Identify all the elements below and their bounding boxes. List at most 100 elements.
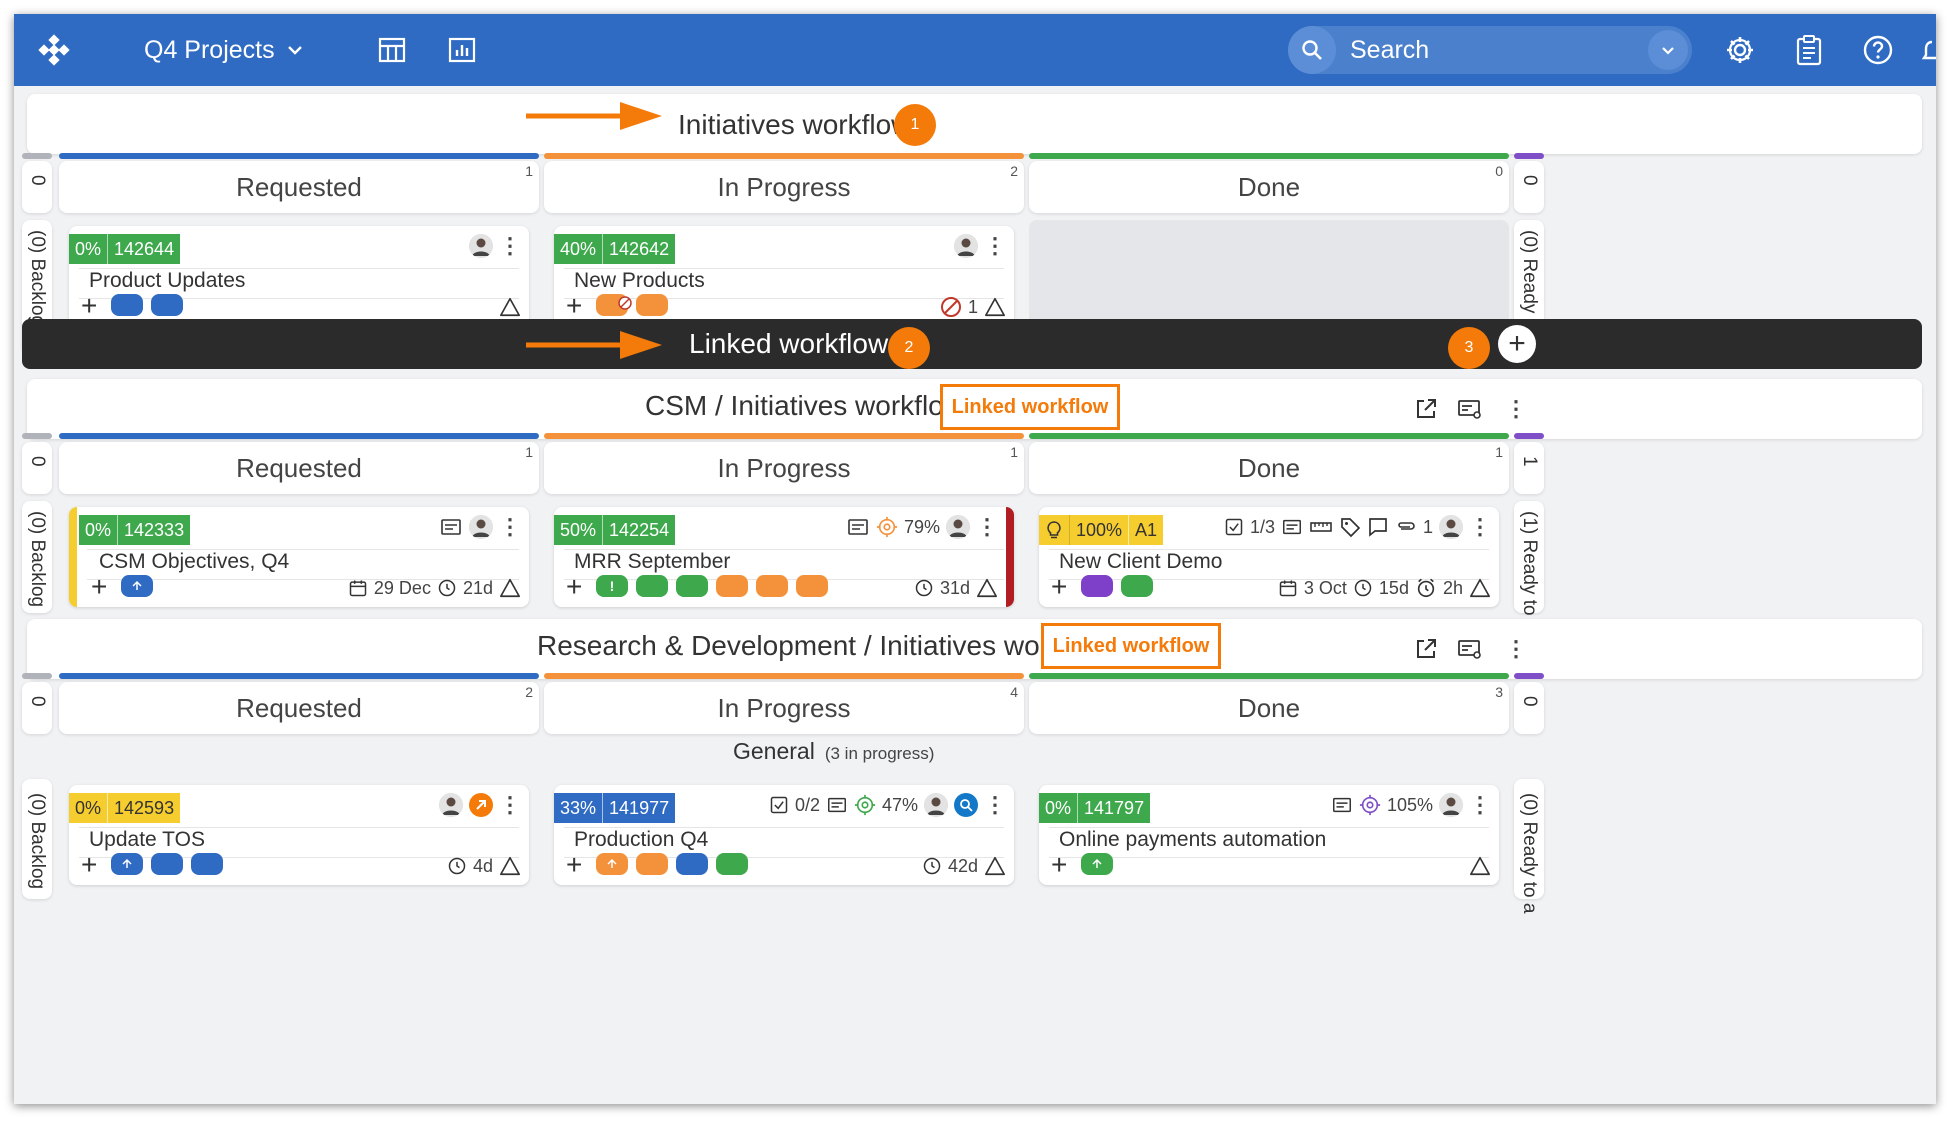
target-icon[interactable] bbox=[854, 794, 876, 816]
description-icon[interactable] bbox=[1281, 516, 1303, 538]
ready-count-tab[interactable]: 0 bbox=[1514, 161, 1544, 213]
more-options-icon[interactable]: ⋮ bbox=[984, 792, 1006, 817]
card-title[interactable]: New Products bbox=[574, 269, 705, 292]
add-icon[interactable]: + bbox=[566, 290, 583, 321]
tag-pill[interactable] bbox=[716, 575, 748, 597]
card-id[interactable]: 142254 bbox=[603, 515, 676, 545]
add-icon[interactable]: + bbox=[81, 849, 98, 880]
backlog-lane[interactable]: (0) Backlog bbox=[22, 501, 52, 613]
card-id[interactable]: A1 bbox=[1129, 515, 1164, 545]
card-online-payments-automation[interactable]: 0% 141797 105% ⋮ Online payments automati… bbox=[1039, 785, 1499, 885]
target-icon[interactable] bbox=[1359, 794, 1381, 816]
add-linked-workflow-button[interactable]: + bbox=[1498, 325, 1536, 363]
column-header-done[interactable]: Done 3 bbox=[1029, 682, 1509, 734]
backlog-lane[interactable]: (0) Backlog bbox=[22, 779, 52, 899]
app-logo-icon[interactable] bbox=[36, 32, 72, 68]
warning-icon[interactable] bbox=[499, 577, 521, 599]
card-title[interactable]: MRR September bbox=[574, 550, 731, 573]
tag-icon[interactable] bbox=[1339, 516, 1361, 538]
description-icon[interactable] bbox=[1331, 794, 1353, 816]
comment-icon[interactable] bbox=[1367, 516, 1389, 538]
tag-pill[interactable] bbox=[716, 853, 748, 875]
notifications-icon[interactable] bbox=[1920, 30, 1936, 70]
tag-pill[interactable] bbox=[636, 575, 668, 597]
user-avatar-icon[interactable] bbox=[469, 234, 493, 258]
ready-lane[interactable]: (1) Ready to a bbox=[1514, 501, 1544, 631]
project-selector[interactable]: Q4 Projects bbox=[144, 34, 305, 66]
add-icon[interactable]: + bbox=[1051, 571, 1068, 602]
ruler-icon[interactable] bbox=[1309, 516, 1333, 538]
search-input[interactable]: Search bbox=[1350, 35, 1430, 64]
tag-pill[interactable] bbox=[1121, 575, 1153, 597]
warning-icon[interactable] bbox=[499, 855, 521, 877]
tag-pill[interactable] bbox=[111, 853, 143, 875]
more-options-icon[interactable]: ⋮ bbox=[1505, 636, 1527, 661]
card-title[interactable]: New Client Demo bbox=[1059, 550, 1223, 573]
card-title[interactable]: Online payments automation bbox=[1059, 828, 1327, 851]
card-title[interactable]: Product Updates bbox=[89, 269, 246, 292]
tag-pill[interactable] bbox=[596, 853, 628, 875]
warning-icon[interactable] bbox=[1469, 577, 1491, 599]
card-id[interactable]: 141797 bbox=[1078, 793, 1151, 823]
analytics-icon[interactable] bbox=[444, 32, 480, 68]
checklist-icon[interactable] bbox=[769, 795, 789, 815]
card-id[interactable]: 142593 bbox=[108, 793, 181, 823]
more-options-icon[interactable]: ⋮ bbox=[976, 514, 998, 539]
search-dropdown-icon[interactable] bbox=[1648, 30, 1688, 70]
card-update-tos[interactable]: 0% 142593 ⋮ Update TOS + 4d bbox=[69, 785, 529, 885]
table-view-icon[interactable] bbox=[374, 32, 410, 68]
warning-icon[interactable] bbox=[499, 296, 521, 318]
user-avatar-icon[interactable] bbox=[924, 793, 948, 817]
card-id[interactable]: 142642 bbox=[603, 234, 676, 264]
tag-pill[interactable] bbox=[111, 294, 143, 316]
linked-workflow-tag[interactable]: Linked workflow bbox=[1041, 623, 1221, 669]
description-icon[interactable] bbox=[439, 515, 463, 539]
swimlane-header[interactable]: General (3 in progress) bbox=[733, 738, 934, 765]
search-user-icon[interactable] bbox=[954, 793, 978, 817]
tag-pill[interactable] bbox=[676, 853, 708, 875]
ready-count-tab[interactable]: 0 bbox=[1514, 682, 1544, 734]
description-icon[interactable] bbox=[826, 794, 848, 816]
blocked-icon[interactable] bbox=[940, 296, 962, 318]
user-avatar-icon[interactable] bbox=[469, 515, 493, 539]
tag-pill[interactable] bbox=[1081, 853, 1113, 875]
add-icon[interactable]: + bbox=[566, 849, 583, 880]
card-new-client-demo[interactable]: 100% A1 1/3 1 ⋮ New Client Demo + 3 Oct … bbox=[1039, 507, 1499, 607]
tag-pill[interactable] bbox=[121, 575, 153, 597]
card-id[interactable]: 142333 bbox=[118, 515, 191, 545]
backlog-count-tab[interactable]: 0 bbox=[22, 161, 52, 213]
tag-pill[interactable]: ! bbox=[596, 575, 628, 597]
target-icon[interactable] bbox=[876, 516, 898, 538]
help-icon[interactable] bbox=[1858, 30, 1898, 70]
workflow-settings-icon[interactable] bbox=[1454, 633, 1486, 665]
tag-pill[interactable] bbox=[191, 853, 223, 875]
column-header-requested[interactable]: Requested 1 bbox=[59, 161, 539, 213]
workflow-settings-icon[interactable] bbox=[1454, 393, 1486, 425]
search-box[interactable]: Search bbox=[1288, 26, 1692, 74]
card-title[interactable]: Update TOS bbox=[89, 828, 205, 851]
tag-pill[interactable] bbox=[756, 575, 788, 597]
card-csm-objectives[interactable]: 0% 142333 ⋮ CSM Objectives, Q4 + 29 Dec 2… bbox=[69, 507, 529, 607]
tag-pill[interactable] bbox=[151, 853, 183, 875]
tag-pill[interactable] bbox=[151, 294, 183, 316]
user-avatar-icon[interactable] bbox=[1439, 793, 1463, 817]
open-external-icon[interactable] bbox=[1410, 633, 1442, 665]
column-header-requested[interactable]: Requested 2 bbox=[59, 682, 539, 734]
more-options-icon[interactable]: ⋮ bbox=[1469, 514, 1491, 539]
more-options-icon[interactable]: ⋮ bbox=[499, 233, 521, 258]
card-title[interactable]: Production Q4 bbox=[574, 828, 709, 851]
add-icon[interactable]: + bbox=[81, 290, 98, 321]
user-avatar-icon[interactable] bbox=[946, 515, 970, 539]
tag-pill[interactable] bbox=[636, 294, 668, 316]
ready-lane[interactable]: (0) Ready to a bbox=[1514, 779, 1544, 913]
escalate-icon[interactable] bbox=[469, 793, 493, 817]
backlog-count-tab[interactable]: 0 bbox=[22, 682, 52, 734]
card-title[interactable]: CSM Objectives, Q4 bbox=[99, 550, 290, 573]
tag-pill[interactable] bbox=[1081, 575, 1113, 597]
description-icon[interactable] bbox=[846, 515, 870, 539]
more-options-icon[interactable]: ⋮ bbox=[499, 792, 521, 817]
column-header-in-progress[interactable]: In Progress 1 bbox=[544, 442, 1024, 494]
column-header-requested[interactable]: Requested 1 bbox=[59, 442, 539, 494]
linked-workflow-tag[interactable]: Linked workflow bbox=[940, 384, 1120, 430]
backlog-count-tab[interactable]: 0 bbox=[22, 442, 52, 494]
